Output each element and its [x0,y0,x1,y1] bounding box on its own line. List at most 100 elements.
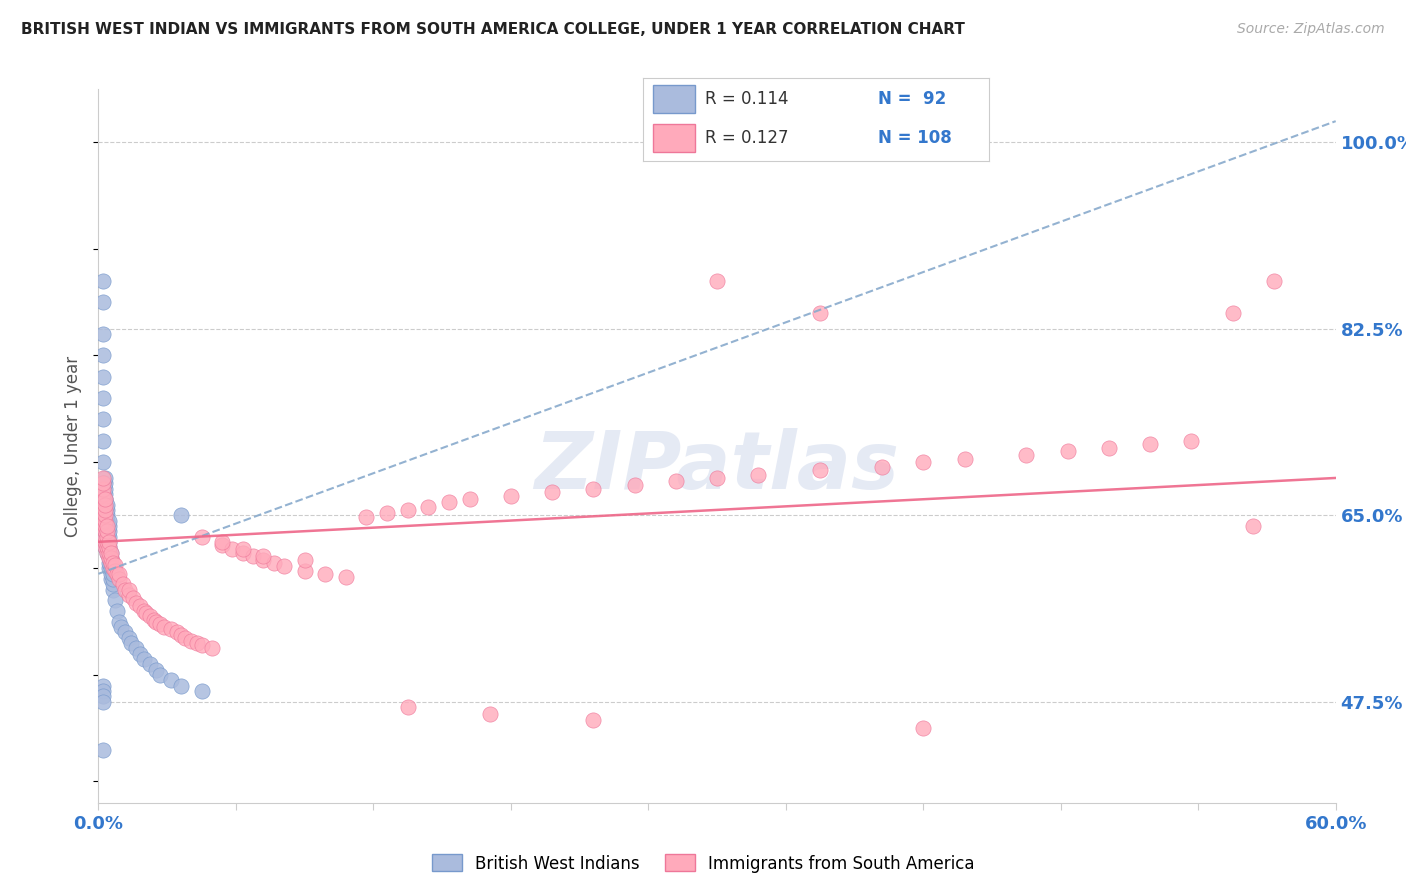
Point [101,556,124,570]
Point [582,713,605,727]
Point [91,514,114,528]
Point [100,572,122,586]
Point [93,492,115,507]
Point [91,519,114,533]
Text: N =  92: N = 92 [879,90,946,108]
Point [91,514,114,528]
Point [91,690,114,704]
Point [96,540,118,554]
Point [100,556,122,570]
Point [1139,437,1161,451]
Point [623,478,645,492]
Point [105,604,128,618]
Point [128,599,150,613]
Point [93,524,115,539]
Point [91,508,114,523]
FancyBboxPatch shape [654,85,695,113]
Point [91,487,114,501]
Point [93,519,115,533]
Point [396,503,419,517]
Point [100,545,122,559]
Point [294,564,316,578]
Point [221,542,243,557]
Point [97,540,120,554]
Point [1241,519,1264,533]
Point [96,524,118,539]
Point [96,503,118,517]
Point [124,596,146,610]
Point [97,556,120,570]
Point [93,529,115,543]
Point [458,492,481,507]
Text: R = 0.127: R = 0.127 [706,128,789,146]
Point [93,529,115,543]
Point [91,498,114,512]
Point [186,636,208,650]
Point [91,476,114,491]
Point [97,514,120,528]
Point [91,684,114,698]
Point [97,524,120,539]
Point [294,553,316,567]
Point [96,534,118,549]
Point [118,588,141,602]
Point [93,519,115,533]
Point [1056,444,1078,458]
Point [808,463,831,477]
Point [91,455,114,469]
Point [100,566,122,581]
Point [104,564,127,578]
Point [91,679,114,693]
Point [101,577,124,591]
Point [91,508,114,523]
Point [190,638,212,652]
Point [91,274,114,288]
Point [211,534,233,549]
Point [93,514,115,528]
Point [91,471,114,485]
Legend: British West Indians, Immigrants from South America: British West Indians, Immigrants from So… [425,847,981,880]
Point [1263,274,1285,288]
Point [93,476,115,491]
Text: Source: ZipAtlas.com: Source: ZipAtlas.com [1237,22,1385,37]
Text: R = 0.114: R = 0.114 [706,90,789,108]
Point [118,631,141,645]
Point [91,295,114,310]
Point [128,647,150,661]
FancyBboxPatch shape [654,125,695,153]
Point [93,498,115,512]
Point [582,482,605,496]
Point [149,616,172,631]
Point [159,673,181,688]
Point [499,489,522,503]
Point [93,508,115,523]
Point [97,529,120,543]
Point [190,684,212,698]
Point [97,561,120,575]
Point [96,514,118,528]
Point [91,498,114,512]
Point [93,471,115,485]
Point [153,620,176,634]
Point [100,556,122,570]
Point [706,471,728,485]
Point [180,634,202,648]
Point [93,492,115,507]
Point [91,476,114,491]
Point [211,538,233,552]
Text: N = 108: N = 108 [879,128,952,146]
Point [242,549,264,563]
Point [101,572,124,586]
Point [100,561,122,575]
Point [91,503,114,517]
Point [97,519,120,533]
Point [97,540,120,554]
Point [174,631,197,645]
Point [114,625,136,640]
Point [96,540,118,554]
Point [91,492,114,507]
Point [1015,448,1038,462]
Point [93,514,115,528]
Point [91,434,114,448]
Point [870,460,893,475]
